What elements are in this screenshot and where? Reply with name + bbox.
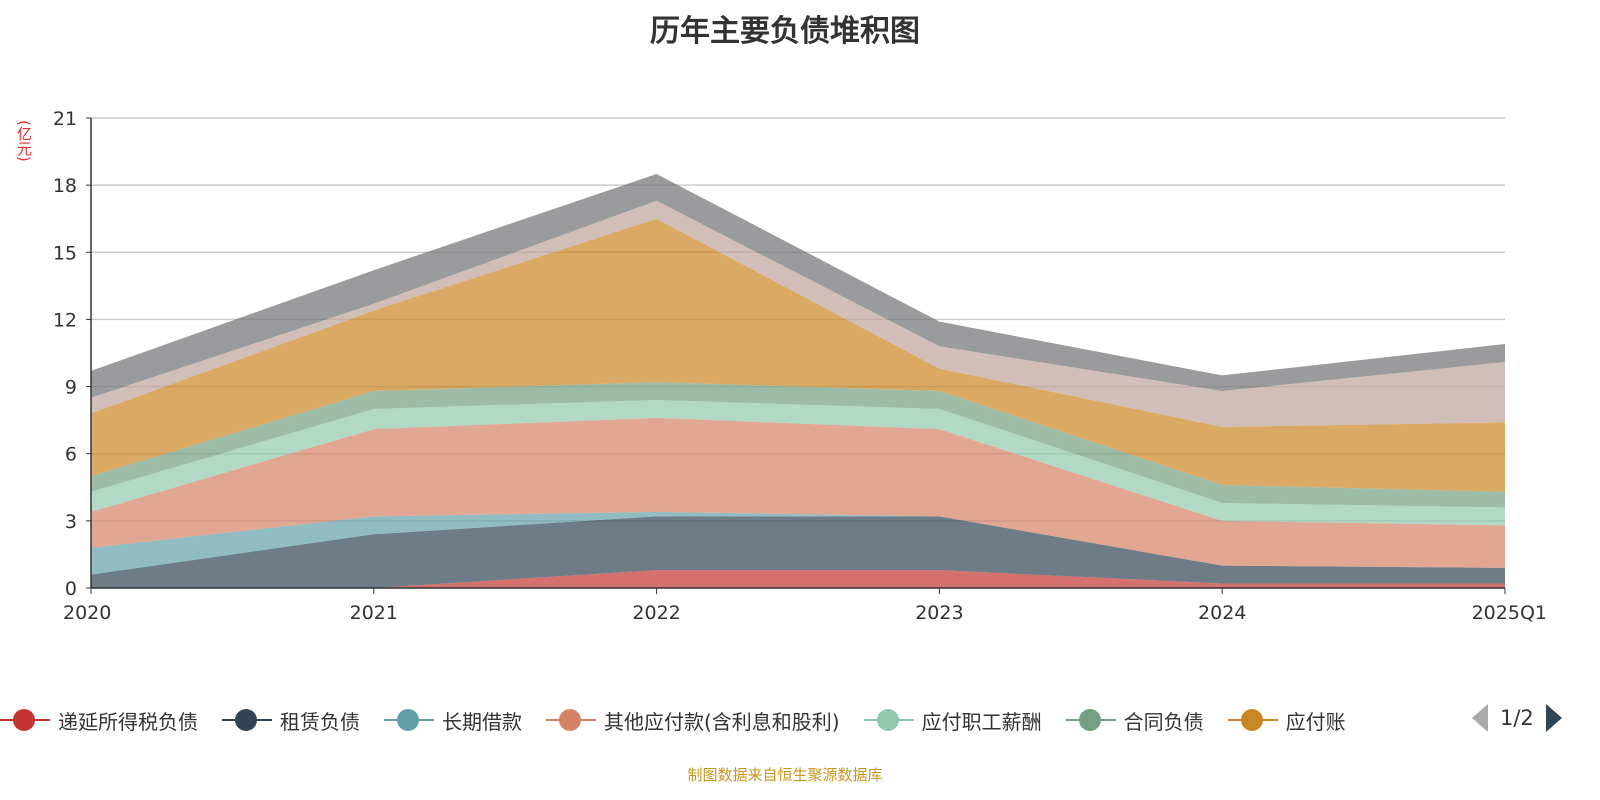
legend-item[interactable]: 应付账 bbox=[1227, 706, 1346, 735]
y-tick-label: 15 bbox=[53, 242, 77, 264]
area-series-1 bbox=[91, 570, 1505, 588]
legend: 递延所得税负债 租赁负债 长期借款 其他应付款(含利息和股利) 应付职工薪酬 合同负债 应付… bbox=[0, 704, 1470, 736]
legend-marker-icon bbox=[863, 708, 914, 732]
legend-marker-icon bbox=[222, 708, 272, 732]
area-series-6 bbox=[91, 382, 1505, 508]
legend-label: 递延所得税负债 bbox=[58, 709, 198, 734]
legend-item[interactable]: 递延所得税负债 bbox=[0, 706, 198, 735]
source-note: 制图数据来自恒生聚源数据库 bbox=[687, 766, 883, 784]
area-series-9 bbox=[91, 173, 1505, 398]
area-series-2 bbox=[91, 516, 1505, 588]
y-tick-label: 6 bbox=[65, 444, 77, 466]
x-tick-label: 2023 bbox=[915, 602, 963, 624]
area-series-5 bbox=[91, 400, 1505, 526]
y-axis-unit: (亿元) bbox=[15, 120, 33, 162]
x-tick-label: 2021 bbox=[350, 602, 398, 624]
legend-item[interactable]: 合同负债 bbox=[1065, 706, 1204, 735]
y-tick-label: 21 bbox=[53, 108, 77, 130]
x-tick-label: 2024 bbox=[1198, 602, 1246, 624]
legend-item[interactable]: 租赁负债 bbox=[222, 706, 360, 735]
y-tick-label: 12 bbox=[53, 309, 77, 331]
stacked-area-chart: 0 3 6 9 12 15 18 21 2020 2021 2022 2023 2024 2025Q1 bbox=[53, 108, 1547, 624]
y-tick-label: 18 bbox=[53, 175, 77, 197]
y-tick-label: 9 bbox=[65, 377, 77, 399]
legend-marker-icon bbox=[1065, 708, 1116, 732]
x-tick-label: 2022 bbox=[632, 602, 680, 624]
legend-label: 其他应付款(含利息和股利) bbox=[604, 709, 840, 734]
x-tick-label: 2020 bbox=[63, 602, 111, 624]
legend-marker-icon bbox=[1227, 708, 1278, 732]
legend-prev-icon[interactable] bbox=[1472, 704, 1488, 732]
chart-title: 历年主要负债堆积图 bbox=[650, 14, 920, 49]
y-tick-label: 0 bbox=[65, 578, 77, 600]
legend-marker-icon bbox=[384, 708, 434, 732]
legend-item[interactable]: 其他应付款(含利息和股利) bbox=[546, 706, 840, 735]
legend-item[interactable]: 应付职工薪酬 bbox=[863, 706, 1042, 735]
y-tick-label: 3 bbox=[65, 511, 77, 533]
area-series-3 bbox=[91, 511, 1505, 575]
area-series-8 bbox=[91, 200, 1505, 427]
legend-page: 1/2 bbox=[1500, 706, 1534, 730]
area-series-4 bbox=[91, 417, 1505, 568]
legend-label: 长期借款 bbox=[442, 709, 522, 734]
legend-next-icon[interactable] bbox=[1545, 704, 1562, 732]
area-series-7 bbox=[91, 218, 1505, 492]
legend-label: 应付职工薪酬 bbox=[921, 709, 1042, 734]
legend-label: 合同负债 bbox=[1123, 709, 1204, 734]
legend-label: 应付账 bbox=[1285, 709, 1346, 734]
legend-label: 租赁负债 bbox=[280, 709, 360, 734]
legend-pager: 1/2 bbox=[1472, 704, 1562, 732]
legend-marker-icon bbox=[0, 708, 50, 732]
legend-marker-icon bbox=[546, 708, 596, 732]
legend-item[interactable]: 长期借款 bbox=[384, 706, 522, 735]
x-tick-label: 2025Q1 bbox=[1472, 602, 1547, 624]
